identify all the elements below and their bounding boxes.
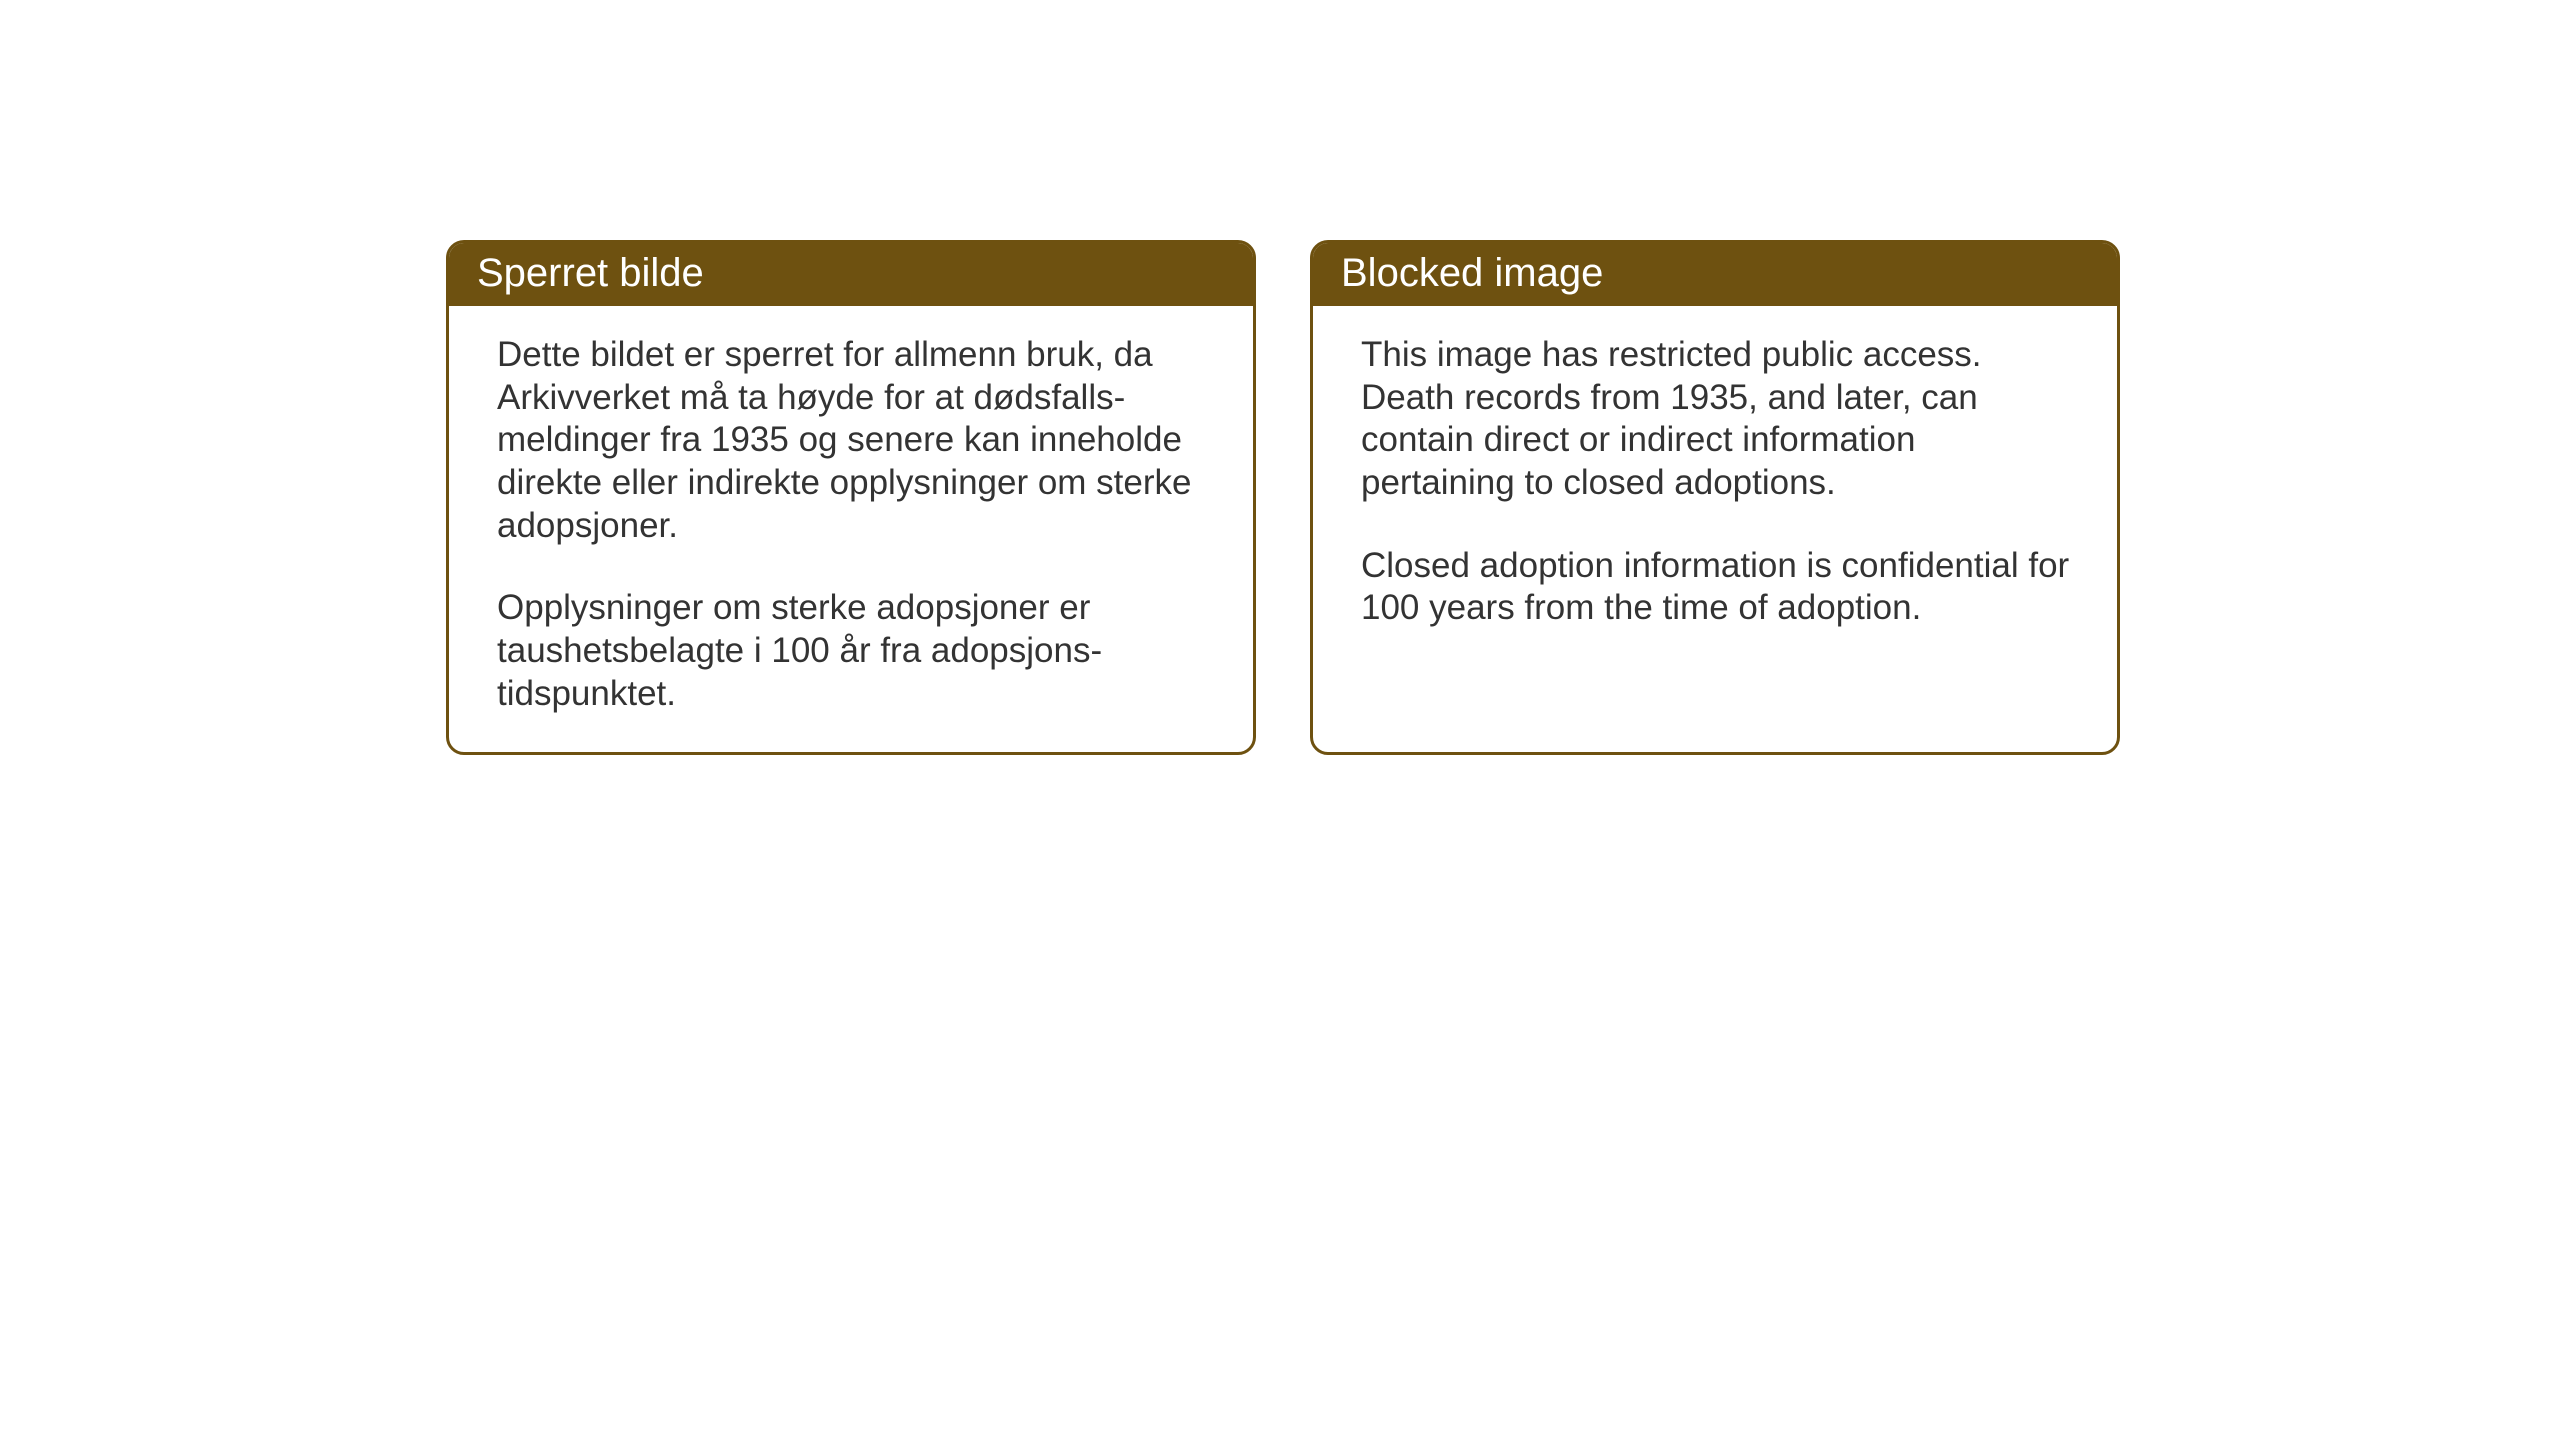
norwegian-notice-card: Sperret bilde Dette bildet er sperret fo… [446, 240, 1256, 755]
norwegian-paragraph-1: Dette bildet er sperret for allmenn bruk… [497, 334, 1211, 547]
english-paragraph-1: This image has restricted public access.… [1361, 334, 2075, 505]
norwegian-card-title: Sperret bilde [449, 243, 1253, 306]
norwegian-card-body: Dette bildet er sperret for allmenn bruk… [449, 306, 1253, 752]
english-card-title: Blocked image [1313, 243, 2117, 306]
english-paragraph-2: Closed adoption information is confident… [1361, 545, 2075, 630]
norwegian-paragraph-2: Opplysninger om sterke adopsjoner er tau… [497, 587, 1211, 715]
notice-container: Sperret bilde Dette bildet er sperret fo… [0, 0, 2560, 755]
english-notice-card: Blocked image This image has restricted … [1310, 240, 2120, 755]
english-card-body: This image has restricted public access.… [1313, 306, 2117, 740]
